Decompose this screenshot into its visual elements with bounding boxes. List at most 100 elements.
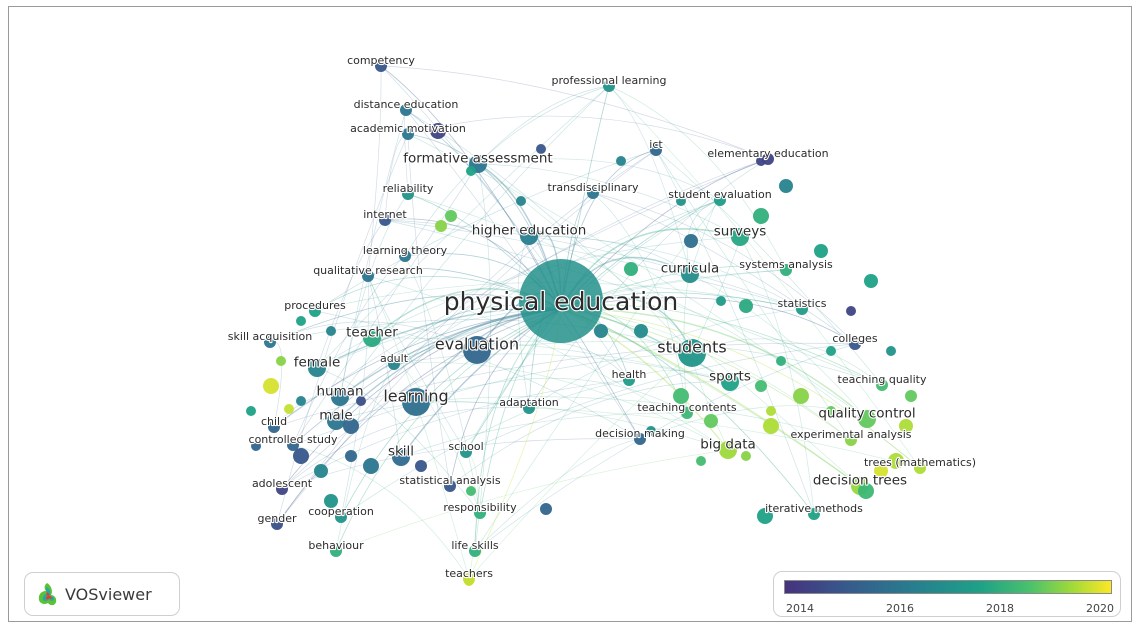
keyword-node[interactable]: [814, 244, 828, 258]
keyword-node[interactable]: [624, 262, 638, 276]
keyword-label[interactable]: formative assessment: [402, 150, 554, 168]
keyword-node[interactable]: [435, 220, 447, 232]
keyword-node[interactable]: [402, 128, 414, 140]
keyword-label[interactable]: colleges: [831, 331, 879, 346]
keyword-node[interactable]: [308, 359, 326, 377]
keyword-label[interactable]: competency: [346, 53, 417, 68]
keyword-label[interactable]: teachers: [444, 566, 494, 581]
keyword-node[interactable]: [466, 486, 476, 496]
keyword-node[interactable]: [309, 305, 321, 317]
keyword-node[interactable]: [741, 451, 751, 461]
keyword-node[interactable]: [444, 480, 456, 492]
keyword-node[interactable]: [519, 259, 603, 343]
keyword-label[interactable]: evaluation: [434, 334, 520, 355]
keyword-node[interactable]: [296, 396, 306, 406]
keyword-label[interactable]: quality control: [817, 405, 916, 423]
keyword-node[interactable]: [536, 144, 546, 154]
keyword-label[interactable]: decision trees: [812, 472, 908, 490]
keyword-node[interactable]: [264, 336, 276, 348]
keyword-node[interactable]: [681, 407, 693, 419]
keyword-label[interactable]: statistics: [776, 296, 828, 311]
keyword-label[interactable]: adolescent: [251, 476, 314, 491]
keyword-node[interactable]: [335, 511, 347, 523]
keyword-label[interactable]: curricula: [660, 260, 721, 278]
keyword-node[interactable]: [634, 433, 646, 445]
keyword-node[interactable]: [646, 426, 656, 436]
keyword-node[interactable]: [330, 545, 342, 557]
keyword-node[interactable]: [345, 450, 357, 462]
keyword-node[interactable]: [460, 446, 472, 458]
keyword-label[interactable]: adaptation: [498, 395, 560, 410]
keyword-node[interactable]: [287, 439, 299, 451]
keyword-label[interactable]: internet: [362, 207, 408, 222]
keyword-node[interactable]: [684, 234, 698, 248]
keyword-label[interactable]: trees (mathematics): [863, 455, 977, 470]
keyword-node[interactable]: [523, 402, 535, 414]
keyword-node[interactable]: [375, 60, 387, 72]
keyword-label[interactable]: academic motivation: [349, 121, 467, 136]
keyword-label[interactable]: physical education: [443, 286, 680, 317]
keyword-node[interactable]: [293, 448, 309, 464]
keyword-node[interactable]: [326, 326, 336, 336]
keyword-label[interactable]: teacher: [345, 324, 399, 342]
keyword-node[interactable]: [756, 156, 766, 166]
keyword-node[interactable]: [731, 228, 749, 246]
keyword-node[interactable]: [402, 188, 414, 200]
keyword-label[interactable]: student evaluation: [667, 187, 773, 202]
keyword-node[interactable]: [363, 329, 381, 347]
keyword-node[interactable]: [469, 545, 481, 557]
keyword-node[interactable]: [516, 196, 526, 206]
keyword-label[interactable]: controlled study: [247, 432, 339, 447]
keyword-node[interactable]: [673, 388, 689, 404]
keyword-node[interactable]: [776, 356, 786, 366]
keyword-node[interactable]: [704, 414, 718, 428]
keyword-node[interactable]: [271, 518, 283, 530]
keyword-node[interactable]: [753, 208, 769, 224]
keyword-label[interactable]: distance education: [353, 97, 460, 112]
keyword-label[interactable]: skill: [387, 443, 415, 461]
keyword-label[interactable]: reliability: [381, 181, 435, 196]
keyword-node[interactable]: [623, 374, 635, 386]
keyword-node[interactable]: [603, 80, 615, 92]
keyword-label[interactable]: qualitative research: [312, 263, 424, 278]
keyword-label[interactable]: learning: [382, 386, 449, 407]
keyword-node[interactable]: [779, 179, 793, 193]
keyword-label[interactable]: students: [656, 337, 728, 358]
keyword-node[interactable]: [793, 388, 809, 404]
keyword-co-occurrence-map[interactable]: competency professional learning distance …: [9, 7, 1131, 621]
keyword-label[interactable]: sports: [708, 368, 752, 386]
keyword-node[interactable]: [696, 456, 706, 466]
keyword-label[interactable]: human: [315, 383, 364, 401]
keyword-node[interactable]: [251, 441, 261, 451]
keyword-node[interactable]: [886, 346, 896, 356]
keyword-label[interactable]: procedures: [283, 298, 347, 313]
keyword-node[interactable]: [864, 274, 878, 288]
keyword-node[interactable]: [858, 483, 874, 499]
keyword-node[interactable]: [849, 338, 861, 350]
keyword-node[interactable]: [826, 346, 836, 356]
keyword-label[interactable]: female: [293, 354, 342, 372]
keyword-node[interactable]: [681, 265, 699, 283]
keyword-node[interactable]: [268, 421, 280, 433]
visualization-panel[interactable]: competency professional learning distance …: [8, 6, 1132, 622]
keyword-label[interactable]: teaching quality: [836, 372, 928, 387]
keyword-node[interactable]: [796, 303, 808, 315]
keyword-label[interactable]: big data: [699, 436, 757, 454]
keyword-node[interactable]: [780, 264, 792, 276]
keyword-node[interactable]: [587, 187, 599, 199]
keyword-node[interactable]: [846, 306, 856, 316]
keyword-node[interactable]: [678, 339, 706, 367]
keyword-node[interactable]: [324, 494, 338, 508]
keyword-node[interactable]: [415, 460, 427, 472]
keyword-label[interactable]: child: [260, 414, 288, 429]
keyword-node[interactable]: [474, 507, 486, 519]
keyword-node[interactable]: [392, 448, 410, 466]
keyword-node[interactable]: [676, 196, 686, 206]
keyword-node[interactable]: [766, 406, 776, 416]
keyword-node[interactable]: [263, 378, 279, 394]
keyword-node[interactable]: [540, 503, 552, 515]
keyword-node[interactable]: [363, 458, 379, 474]
keyword-node[interactable]: [914, 462, 926, 474]
keyword-label[interactable]: school: [447, 439, 484, 454]
keyword-node[interactable]: [808, 508, 820, 520]
